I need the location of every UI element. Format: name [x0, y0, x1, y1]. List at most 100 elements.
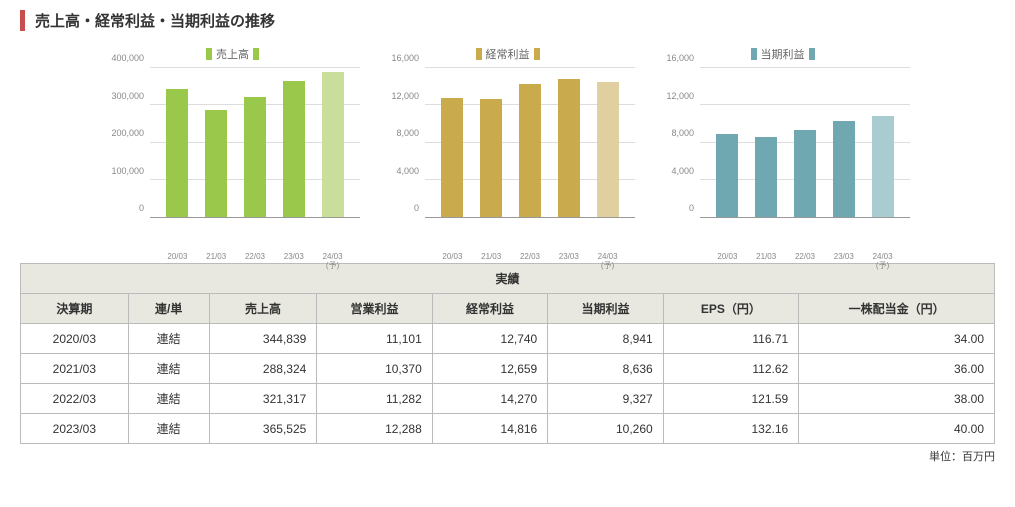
x-tick-label: 23/03: [558, 252, 580, 271]
table-cell: 11,282: [317, 384, 432, 414]
x-axis: 20/0321/0322/0323/0324/03(予): [425, 252, 635, 271]
bar: [872, 116, 894, 217]
chart-area: 04,0008,00012,00016,00020/0321/0322/0323…: [380, 68, 635, 243]
y-axis: 04,0008,00012,00016,000: [655, 68, 700, 218]
legend-swatch-icon: [206, 48, 212, 60]
y-tick-label: 12,000: [666, 91, 694, 101]
table-cell: 116.71: [663, 324, 799, 354]
table-cell: 10,370: [317, 354, 432, 384]
section-title: 売上高・経常利益・当期利益の推移: [35, 10, 995, 31]
y-tick-label: 8,000: [396, 128, 419, 138]
table-cell: 121.59: [663, 384, 799, 414]
x-tick-label: 23/03: [833, 252, 855, 271]
legend-label: 当期利益: [761, 46, 805, 62]
table-column-header: EPS（円）: [663, 294, 799, 324]
x-tick-label: 20/03: [441, 252, 463, 271]
bar: [244, 97, 266, 217]
y-axis: 04,0008,00012,00016,000: [380, 68, 425, 218]
results-table: 実績 決算期連/単売上高営業利益経常利益当期利益EPS（円）一株配当金（円） 2…: [20, 263, 995, 444]
x-tick-sub: (予): [322, 261, 344, 271]
bar: [205, 110, 227, 217]
table-cell: 34.00: [799, 324, 995, 354]
x-tick-label: 20/03: [716, 252, 738, 271]
table-column-header: 経常利益: [432, 294, 547, 324]
legend-label: 経常利益: [486, 46, 530, 62]
table-cell: 10,260: [548, 414, 663, 444]
plot-area: [150, 68, 360, 218]
table-body: 2020/03連結344,83911,10112,7408,941116.713…: [21, 324, 995, 444]
x-tick-label: 21/03: [755, 252, 777, 271]
table-header-row: 決算期連/単売上高営業利益経常利益当期利益EPS（円）一株配当金（円）: [21, 294, 995, 324]
legend-swatch-icon: [253, 48, 259, 60]
table-column-header: 決算期: [21, 294, 129, 324]
x-axis: 20/0321/0322/0323/0324/03(予): [150, 252, 360, 271]
table-cell: 12,740: [432, 324, 547, 354]
legend-label: 売上高: [216, 46, 249, 62]
bar: [716, 134, 738, 217]
x-tick-label: 20/03: [166, 252, 188, 271]
y-tick-label: 0: [139, 203, 144, 213]
x-tick-label: 24/03(予): [872, 252, 894, 271]
table-column-header: 当期利益: [548, 294, 663, 324]
table-cell: 112.62: [663, 354, 799, 384]
y-tick-label: 400,000: [111, 53, 144, 63]
bars-container: [425, 68, 635, 217]
y-tick-label: 300,000: [111, 91, 144, 101]
y-tick-label: 100,000: [111, 166, 144, 176]
plot-area: [425, 68, 635, 218]
y-tick-label: 200,000: [111, 128, 144, 138]
table-cell: 38.00: [799, 384, 995, 414]
table-cell: 36.00: [799, 354, 995, 384]
x-tick-label: 23/03: [283, 252, 305, 271]
bar: [755, 137, 777, 217]
y-tick-label: 4,000: [396, 166, 419, 176]
legend-swatch-icon: [534, 48, 540, 60]
table-cell: 9,327: [548, 384, 663, 414]
x-tick-label: 24/03(予): [597, 252, 619, 271]
table-cell: 12,659: [432, 354, 547, 384]
unit-note: 単位：百万円: [20, 448, 995, 464]
legend-swatch-icon: [751, 48, 757, 60]
bar: [166, 89, 188, 217]
bar: [833, 121, 855, 217]
bar: [480, 99, 502, 217]
bar: [558, 79, 580, 217]
table-cell: 40.00: [799, 414, 995, 444]
chart-area: 0100,000200,000300,000400,00020/0321/032…: [105, 68, 360, 243]
bar: [283, 81, 305, 217]
table-row: 2023/03連結365,52512,28814,81610,260132.16…: [21, 414, 995, 444]
y-tick-label: 0: [414, 203, 419, 213]
table-cell: 365,525: [209, 414, 317, 444]
table-cell: 14,270: [432, 384, 547, 414]
chart-area: 04,0008,00012,00016,00020/0321/0322/0323…: [655, 68, 910, 243]
bars-container: [700, 68, 910, 217]
table-row: 2021/03連結288,32410,37012,6598,636112.623…: [21, 354, 995, 384]
y-tick-label: 8,000: [671, 128, 694, 138]
legend-swatch-icon: [809, 48, 815, 60]
table-cell: 2023/03: [21, 414, 129, 444]
section-title-bar: 売上高・経常利益・当期利益の推移: [20, 10, 995, 31]
table-cell: 8,636: [548, 354, 663, 384]
y-tick-label: 12,000: [391, 91, 419, 101]
y-tick-label: 16,000: [391, 53, 419, 63]
x-tick-label: 24/03(予): [322, 252, 344, 271]
table-column-header: 売上高: [209, 294, 317, 324]
bar: [519, 84, 541, 217]
bar: [441, 98, 463, 217]
x-tick-sub: (予): [872, 261, 894, 271]
table-cell: 8,941: [548, 324, 663, 354]
charts-row: 売上高0100,000200,000300,000400,00020/0321/…: [20, 46, 995, 243]
y-tick-label: 0: [689, 203, 694, 213]
bar: [597, 82, 619, 217]
x-tick-label: 21/03: [480, 252, 502, 271]
table-column-header: 一株配当金（円）: [799, 294, 995, 324]
table-cell: 321,317: [209, 384, 317, 414]
plot-area: [700, 68, 910, 218]
chart-net: 当期利益04,0008,00012,00016,00020/0321/0322/…: [655, 46, 910, 243]
table-cell: 14,816: [432, 414, 547, 444]
table-cell: 344,839: [209, 324, 317, 354]
y-tick-label: 4,000: [671, 166, 694, 176]
x-tick-sub: (予): [597, 261, 619, 271]
table-row: 2020/03連結344,83911,10112,7408,941116.713…: [21, 324, 995, 354]
x-tick-label: 22/03: [794, 252, 816, 271]
